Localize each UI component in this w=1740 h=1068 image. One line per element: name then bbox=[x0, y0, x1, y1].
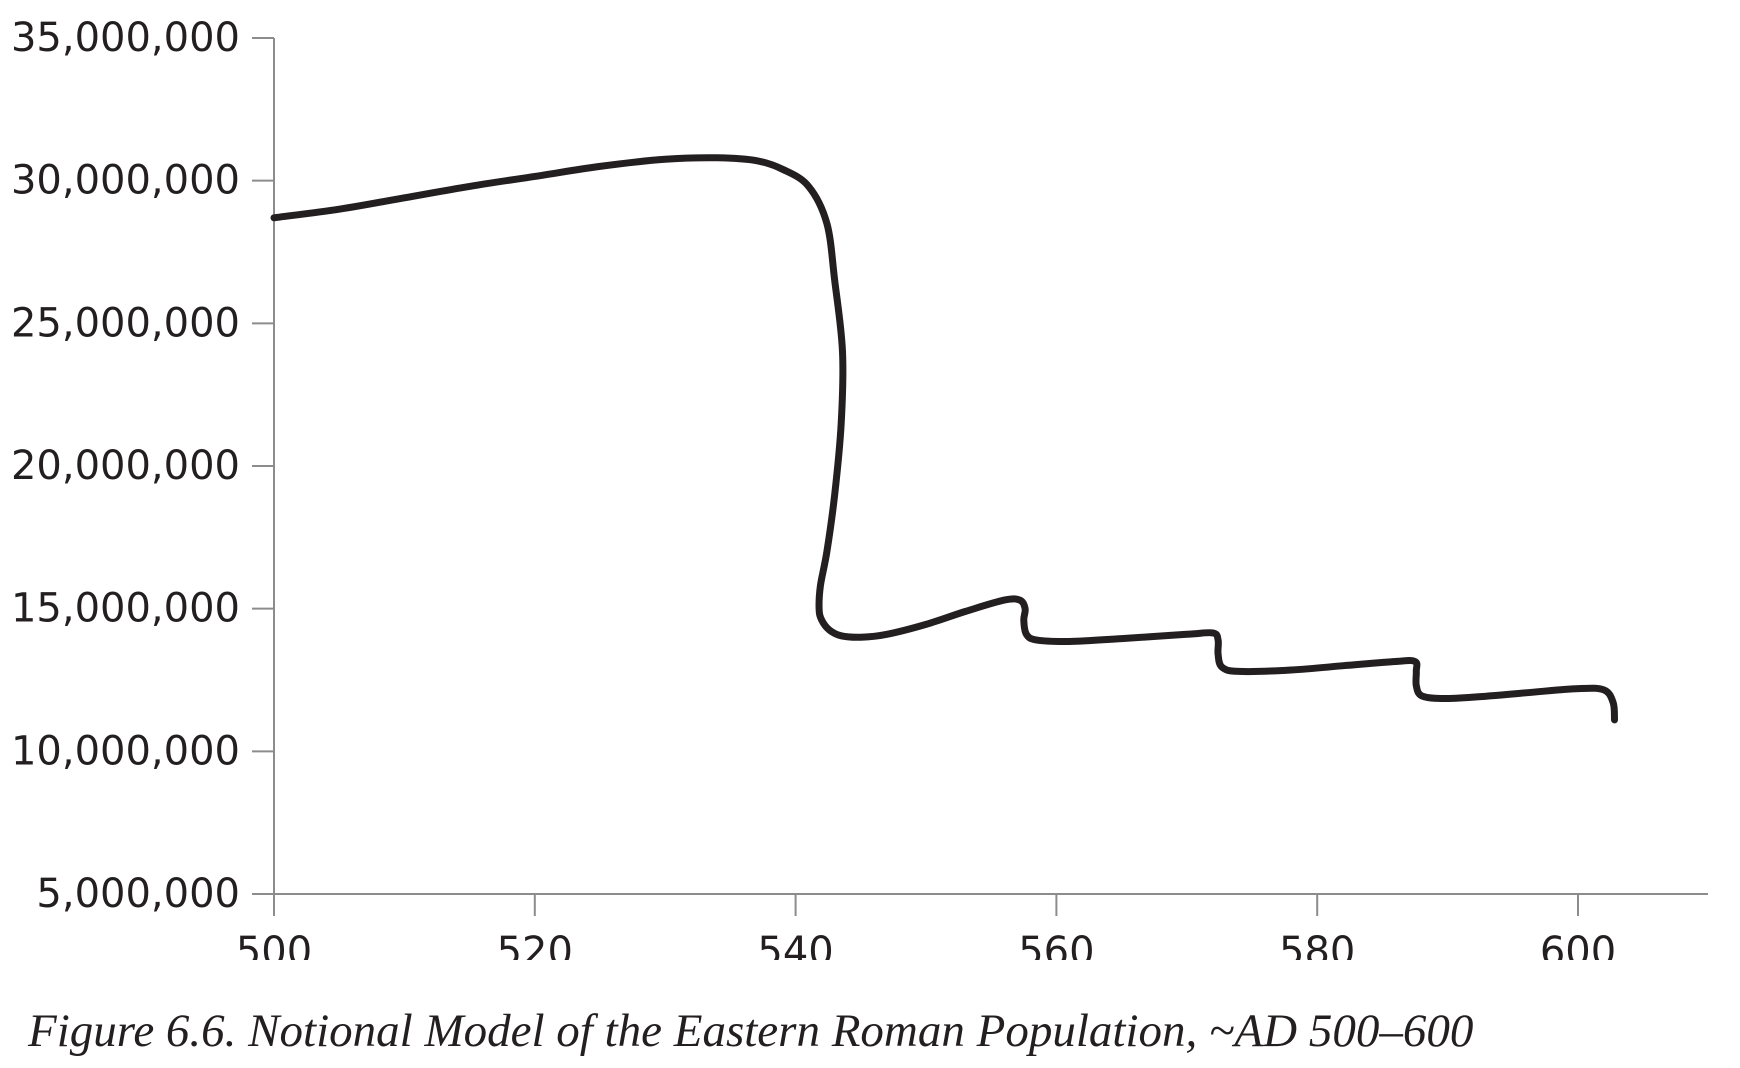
y-tick-label: 20,000,000 bbox=[11, 443, 240, 489]
x-tick-label: 540 bbox=[757, 929, 833, 960]
series-group bbox=[270, 154, 1618, 724]
x-tick-label: 560 bbox=[1018, 929, 1094, 960]
y-tick-label: 10,000,000 bbox=[11, 728, 240, 774]
y-tick-label: 30,000,000 bbox=[11, 158, 240, 204]
x-tick-label: 500 bbox=[236, 929, 312, 960]
y-tick-label: 15,000,000 bbox=[11, 586, 240, 632]
y-axis: 5,000,000 10,000,000 15,000,000 20,000,000 2… bbox=[11, 15, 275, 917]
x-tick-label: 580 bbox=[1279, 929, 1355, 960]
figure-caption: Figure 6.6. Notional Model of the Easter… bbox=[28, 1005, 1474, 1057]
y-tick-label: 25,000,000 bbox=[11, 300, 240, 346]
x-axis: 500 520 540 560 580 600 bbox=[236, 893, 1708, 960]
x-tick-label: 600 bbox=[1540, 929, 1616, 960]
y-tick-label: 35,000,000 bbox=[11, 15, 240, 61]
population-series-line bbox=[270, 154, 1618, 724]
population-line-chart: 5,000,000 10,000,000 15,000,000 20,000,000 2… bbox=[11, 15, 1708, 960]
y-tick-label: 5,000,000 bbox=[36, 871, 240, 917]
x-tick-label: 520 bbox=[497, 929, 573, 960]
